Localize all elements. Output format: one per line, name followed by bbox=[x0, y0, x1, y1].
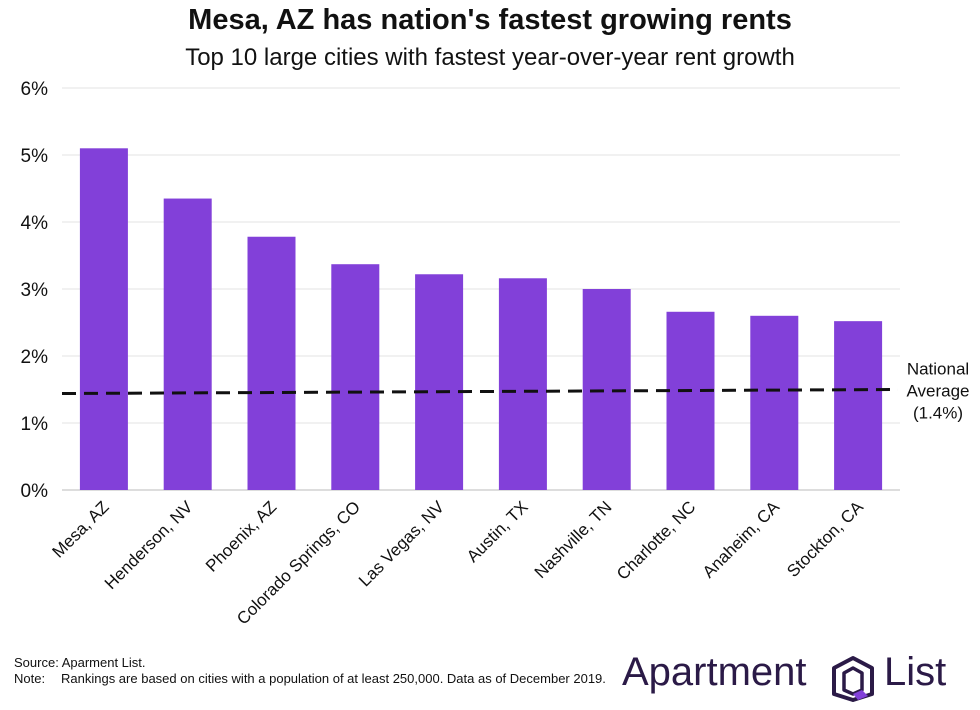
x-tick-label: Nashville, TN bbox=[531, 497, 616, 582]
bar bbox=[498, 278, 547, 490]
bar bbox=[666, 311, 715, 490]
bar bbox=[834, 321, 883, 490]
y-axis: 0% 1% 2% 3% 4% 5% 6% bbox=[21, 79, 49, 502]
x-tick-label: Charlotte, NC bbox=[613, 497, 699, 583]
reference-line-label: (1.4%) bbox=[913, 404, 963, 423]
x-tick-label: Stockton, CA bbox=[783, 497, 867, 581]
brand-word-list: List bbox=[884, 650, 947, 694]
y-tick-label: 4% bbox=[21, 213, 49, 234]
x-tick-label: Mesa, AZ bbox=[49, 497, 113, 561]
y-tick-label: 2% bbox=[21, 347, 49, 368]
brand-word-apartment: Apartment bbox=[622, 650, 807, 694]
footnote-label: Note: bbox=[14, 671, 46, 686]
x-tick-label: Austin, TX bbox=[463, 497, 532, 566]
apartment-list-logo-icon bbox=[832, 656, 874, 702]
national-average-line: National Average (1.4%) bbox=[61, 360, 970, 423]
y-tick-label: 6% bbox=[21, 79, 49, 100]
y-tick-label: 3% bbox=[21, 280, 49, 301]
chart-subtitle: Top 10 large cities with fastest year-ov… bbox=[185, 44, 795, 71]
reference-line bbox=[61, 388, 899, 396]
x-tick-label: Las Vegas, NV bbox=[355, 497, 448, 590]
source-note: Source: Aparment List. bbox=[14, 655, 146, 670]
bar bbox=[750, 315, 799, 490]
footnote: Note: Rankings are based on cities with a… bbox=[14, 671, 606, 686]
bar bbox=[163, 198, 212, 491]
chart-title: Mesa, AZ has nation's fastest growing re… bbox=[188, 4, 792, 36]
y-tick-label: 0% bbox=[21, 481, 49, 502]
x-tick-label: Phoenix, AZ bbox=[202, 497, 280, 575]
y-tick-label: 1% bbox=[21, 414, 49, 435]
brand-logo: Apartment List bbox=[622, 648, 970, 704]
bars bbox=[79, 148, 883, 491]
reference-line-label: Average bbox=[906, 382, 969, 401]
y-tick-label: 5% bbox=[21, 146, 49, 167]
x-tick-label: Anaheim, CA bbox=[699, 497, 784, 582]
bar bbox=[79, 148, 128, 491]
footnote-text: Rankings are based on cities with a popu… bbox=[61, 671, 606, 686]
bar bbox=[331, 264, 380, 490]
bar bbox=[415, 274, 464, 490]
x-tick-label: Henderson, NV bbox=[101, 497, 197, 593]
reference-line-label: National bbox=[907, 360, 969, 379]
bar bbox=[247, 236, 296, 490]
